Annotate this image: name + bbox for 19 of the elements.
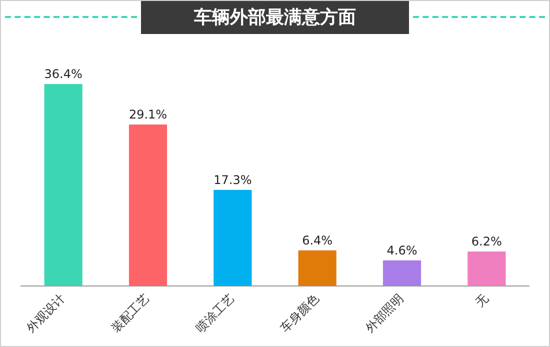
x-tick-label: 外观设计 (24, 291, 68, 336)
x-tick-label: 车身颜色 (278, 291, 322, 336)
data-label: 17.3% (214, 173, 252, 188)
bar (382, 260, 422, 286)
x-tick-label: 喷涂工艺 (193, 291, 237, 336)
data-label: 6.4% (302, 234, 333, 248)
bar (468, 251, 506, 286)
x-tick-label: 装配工艺 (108, 291, 152, 336)
data-label: 6.2% (471, 234, 502, 249)
data-label: 4.6% (386, 243, 418, 258)
x-tick-label: 无 (472, 291, 491, 310)
data-label: 29.1% (128, 108, 168, 122)
chart-title: 车辆外部最满意方面 (141, 1, 409, 34)
data-label: 36.4% (44, 67, 82, 82)
x-tick-label: 外部照明 (362, 291, 406, 336)
bar (128, 124, 168, 286)
bar (214, 190, 252, 286)
bar (298, 250, 336, 286)
bar (44, 84, 82, 286)
